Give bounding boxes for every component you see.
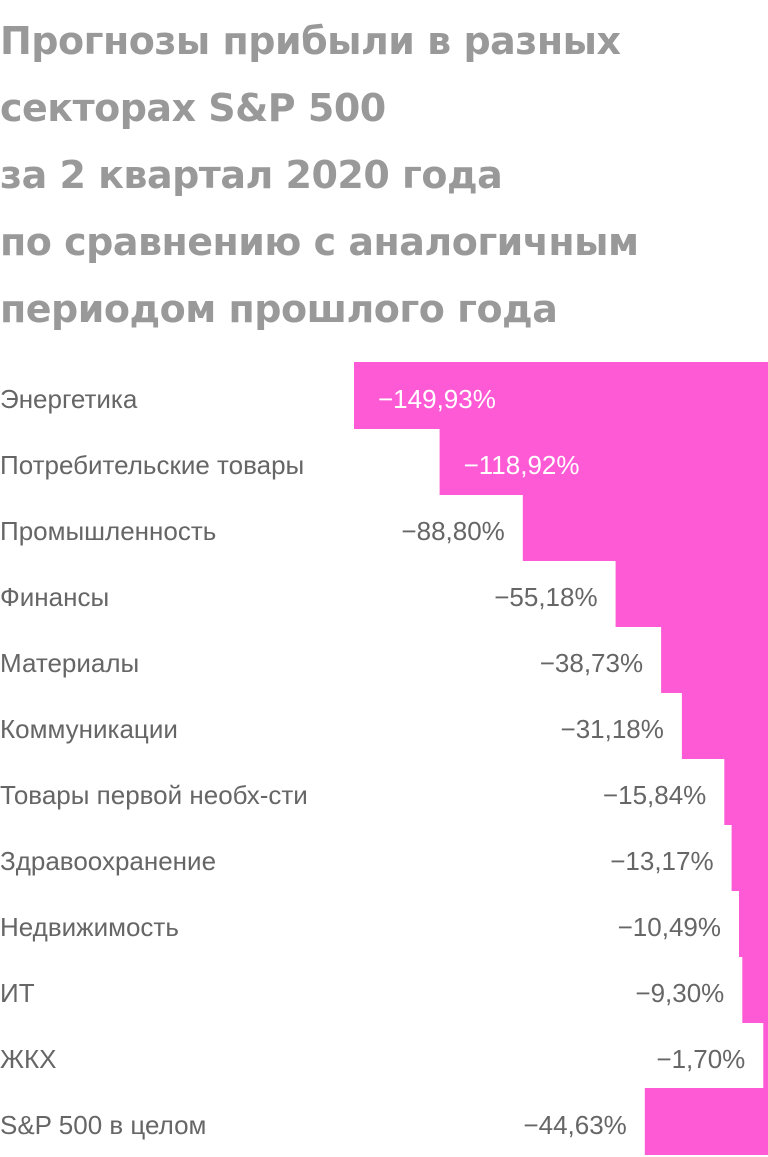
- bar-row-9: [739, 890, 768, 957]
- category-label-row-2: Потребительские товары: [0, 450, 304, 480]
- category-label-row-11: ЖКХ: [0, 1044, 57, 1074]
- category-label-row-9: Недвижимость: [0, 912, 179, 942]
- category-label-row-6: Коммуникации: [0, 714, 178, 744]
- value-label-row-3: −88,80%: [401, 516, 504, 546]
- bar-row-4: [615, 560, 768, 627]
- bars-group: [354, 362, 768, 1155]
- value-label-row-4: −55,18%: [494, 582, 597, 612]
- value-label-row-6: −31,18%: [561, 714, 664, 744]
- category-label-row-4: Финансы: [0, 582, 109, 612]
- chart-title: Прогнозы прибыли в разных секторах S&P 5…: [0, 19, 639, 331]
- category-label-row-1: Энергетика: [0, 384, 138, 414]
- value-label-row-12: −44,63%: [523, 1110, 626, 1140]
- bar-row-5: [661, 626, 768, 693]
- category-label-row-7: Товары первой необх-сти: [0, 780, 308, 810]
- value-label-row-8: −13,17%: [610, 846, 713, 876]
- value-label-row-7: −15,84%: [603, 780, 706, 810]
- category-labels-group: Энергетика Потребительские товары Промышле…: [0, 384, 308, 1140]
- bar-row-6: [681, 692, 768, 759]
- category-label-row-5: Материалы: [0, 648, 139, 678]
- value-label-row-2: −118,92%: [464, 450, 580, 480]
- bar-row-7: [724, 758, 768, 825]
- category-label-row-10: ИТ: [0, 978, 35, 1008]
- category-label-row-3: Промышленность: [0, 516, 216, 546]
- value-labels-group: −149,93% −118,92% −88,80% −55,18% −38,73% −31…: [378, 384, 745, 1140]
- bar-row-8: [731, 824, 768, 891]
- value-label-row-1: −149,93%: [378, 384, 496, 414]
- value-label-row-11: −1,70%: [656, 1044, 745, 1074]
- category-label-row-12: S&P 500 в целом: [0, 1110, 206, 1140]
- value-label-row-9: −10,49%: [618, 912, 721, 942]
- bar-row-12: [644, 1088, 768, 1155]
- bar-row-10: [742, 956, 768, 1023]
- value-label-row-5: −38,73%: [540, 648, 643, 678]
- category-label-row-8: Здравоохранение: [0, 846, 216, 876]
- bar-row-11: [763, 1022, 768, 1089]
- value-label-row-10: −9,30%: [635, 978, 724, 1008]
- bar-row-2: [439, 428, 768, 495]
- bar-row-3: [522, 494, 768, 561]
- bar-row-1: [354, 362, 768, 429]
